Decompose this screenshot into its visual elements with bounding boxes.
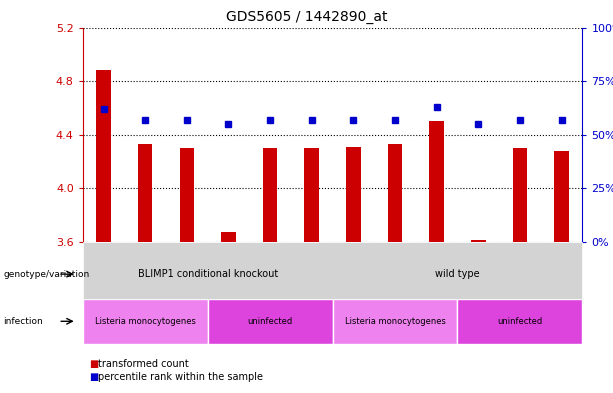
Bar <box>263 148 278 242</box>
Text: ■: ■ <box>89 372 98 382</box>
Bar <box>138 144 153 242</box>
Bar <box>346 147 360 242</box>
Text: genotype/variation: genotype/variation <box>3 270 89 279</box>
Bar <box>429 121 444 242</box>
Text: transformed count: transformed count <box>98 358 189 369</box>
Text: uninfected: uninfected <box>248 317 293 326</box>
Text: wild type: wild type <box>435 269 480 279</box>
Bar <box>387 144 402 242</box>
Text: infection: infection <box>3 317 43 326</box>
Bar <box>305 148 319 242</box>
Bar <box>96 70 111 242</box>
Bar <box>471 241 485 242</box>
Text: BLIMP1 conditional knockout: BLIMP1 conditional knockout <box>137 269 278 279</box>
Text: ■: ■ <box>89 358 98 369</box>
Text: Listeria monocytogenes: Listeria monocytogenes <box>95 317 196 326</box>
Bar <box>221 232 236 242</box>
Text: uninfected: uninfected <box>497 317 543 326</box>
Text: Listeria monocytogenes: Listeria monocytogenes <box>345 317 446 326</box>
Bar <box>512 148 527 242</box>
Bar <box>180 148 194 242</box>
Bar <box>554 151 569 242</box>
Text: percentile rank within the sample: percentile rank within the sample <box>98 372 263 382</box>
Text: GDS5605 / 1442890_at: GDS5605 / 1442890_at <box>226 10 387 24</box>
